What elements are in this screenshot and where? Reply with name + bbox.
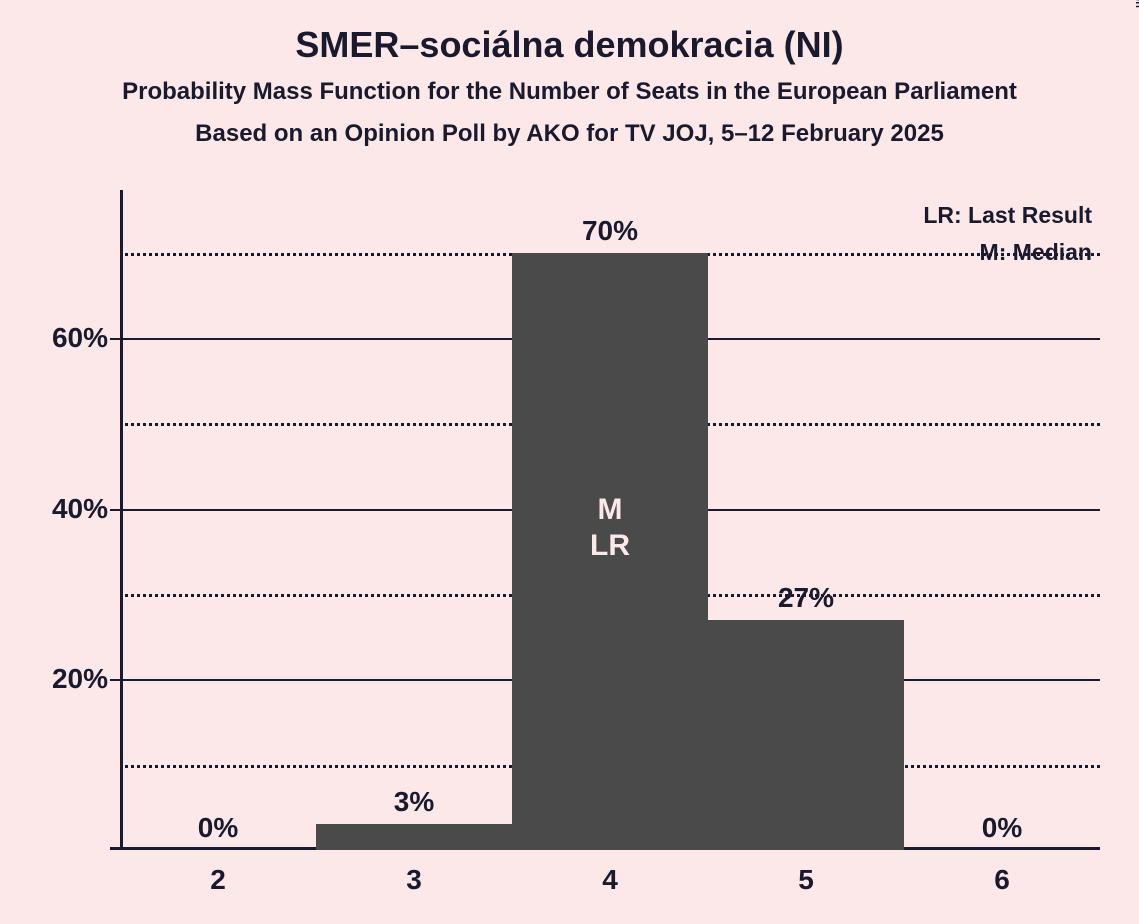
x-tick-label: 4	[602, 850, 618, 896]
bar	[708, 620, 904, 850]
chart-subtitle-2: Based on an Opinion Poll by AKO for TV J…	[0, 120, 1139, 148]
bar-value-label: 0%	[982, 812, 1022, 844]
y-axis	[120, 190, 123, 850]
x-tick-label: 2	[210, 850, 226, 896]
bar-value-label: 3%	[394, 786, 434, 818]
bar	[316, 824, 512, 850]
y-tick-label: 40%	[52, 493, 120, 525]
bar-value-label: 0%	[198, 812, 238, 844]
bar-value-label: 27%	[778, 582, 834, 614]
y-tick-label: 20%	[52, 663, 120, 695]
legend: LR: Last Result M: Median	[923, 202, 1092, 266]
bar-value-label: 70%	[582, 215, 638, 247]
legend-lr: LR: Last Result	[923, 202, 1092, 229]
chart-plot-area: 20%40%60%0%23%370%427%50%6MLRLR: Last Re…	[120, 210, 1100, 850]
x-tick-label: 5	[798, 850, 814, 896]
x-tick-label: 6	[994, 850, 1010, 896]
legend-m: M: Median	[923, 239, 1092, 266]
y-tick-label: 60%	[52, 322, 120, 354]
x-tick-label: 3	[406, 850, 422, 896]
chart-title: SMER–sociálna demokracia (NI)	[0, 24, 1139, 66]
bar-annotation: MLR	[590, 492, 630, 564]
copyright-text: © 2025 Filip van Laenen	[1133, 0, 1139, 8]
chart-subtitle-1: Probability Mass Function for the Number…	[0, 78, 1139, 106]
